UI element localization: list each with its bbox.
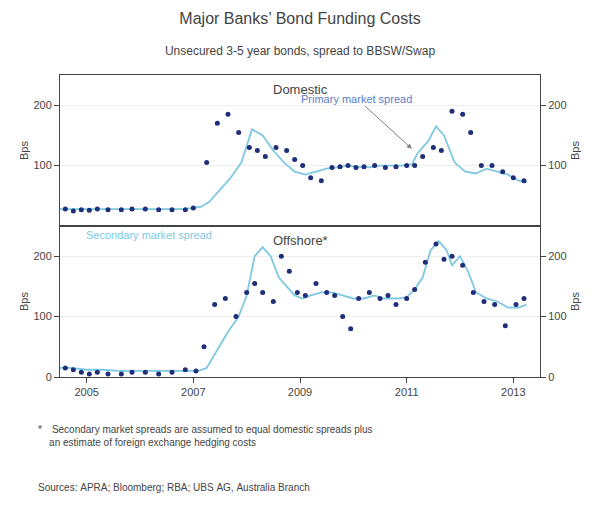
svg-text:2007: 2007 (181, 386, 205, 398)
svg-text:Sources: APRA; Bloomberg; RBA;: Sources: APRA; Bloomberg; RBA; UBS AG, A… (38, 482, 310, 493)
svg-text:0: 0 (548, 371, 554, 383)
svg-text:Bps: Bps (18, 141, 30, 160)
svg-text:Bps: Bps (18, 292, 30, 311)
svg-text:100: 100 (548, 310, 566, 322)
svg-text:Bps: Bps (569, 292, 581, 311)
svg-text:100: 100 (33, 159, 51, 171)
svg-text:0: 0 (46, 371, 52, 383)
svg-text:Unsecured 3-5 year bonds, spre: Unsecured 3-5 year bonds, spread to BBSW… (165, 44, 435, 58)
svg-text:Major Banks’ Bond Funding Cost: Major Banks’ Bond Funding Costs (179, 10, 420, 27)
svg-text:200: 200 (33, 99, 51, 111)
svg-text:200: 200 (33, 250, 51, 262)
svg-text:200: 200 (548, 99, 566, 111)
svg-text:Primary market spread: Primary market spread (301, 93, 412, 105)
svg-text:Offshore*: Offshore* (273, 233, 328, 248)
svg-text:200: 200 (548, 250, 566, 262)
svg-text:100: 100 (33, 310, 51, 322)
svg-text:2005: 2005 (74, 386, 98, 398)
svg-text:2013: 2013 (501, 386, 525, 398)
svg-text:2011: 2011 (395, 386, 419, 398)
svg-text:100: 100 (548, 159, 566, 171)
svg-text:2009: 2009 (288, 386, 312, 398)
svg-text:Bps: Bps (569, 141, 581, 160)
svg-text:Domestic: Domestic (273, 82, 328, 97)
svg-text:* Secondary market spreads are: * Secondary market spreads are assumed t… (38, 424, 373, 448)
svg-text:Secondary market spread: Secondary market spread (86, 229, 212, 241)
